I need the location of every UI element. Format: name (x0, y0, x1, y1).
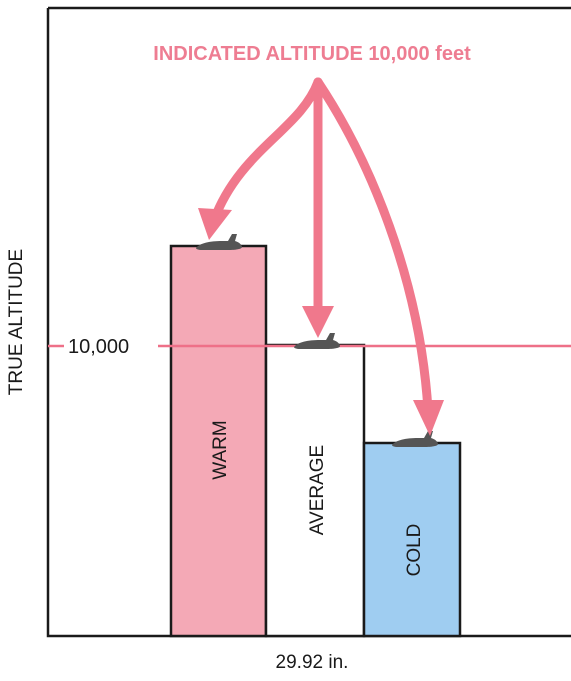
cold-column-bar (362, 441, 462, 638)
indicator-arrows (198, 77, 444, 436)
airplane-icon (392, 431, 438, 447)
column-warm: WARM (169, 244, 268, 638)
reference-line-label: 10,000 (68, 336, 129, 358)
warm-column-bar (169, 244, 268, 638)
true-altitude-axis-label: TRUE ALTITUDE (6, 249, 27, 395)
arrow-to-cold (313, 77, 433, 415)
arrowhead-average (302, 306, 334, 338)
airplane-icon (196, 234, 242, 250)
average-column-label: AVERAGE (307, 445, 328, 535)
pressure-axis-label: 29.92 in. (276, 652, 349, 673)
indicated-altitude-title: INDICATED ALTITUDE 10,000 feet (153, 43, 471, 65)
airplane-icon (294, 333, 340, 349)
arrowhead-cold (413, 400, 444, 436)
warm-column-label: WARM (210, 420, 231, 479)
column-cold: COLD (362, 441, 462, 638)
cold-column-label: COLD (404, 524, 425, 577)
arrow-to-warm (209, 77, 323, 225)
column-average: AVERAGE (264, 343, 366, 638)
arrowhead-warm (198, 208, 232, 240)
